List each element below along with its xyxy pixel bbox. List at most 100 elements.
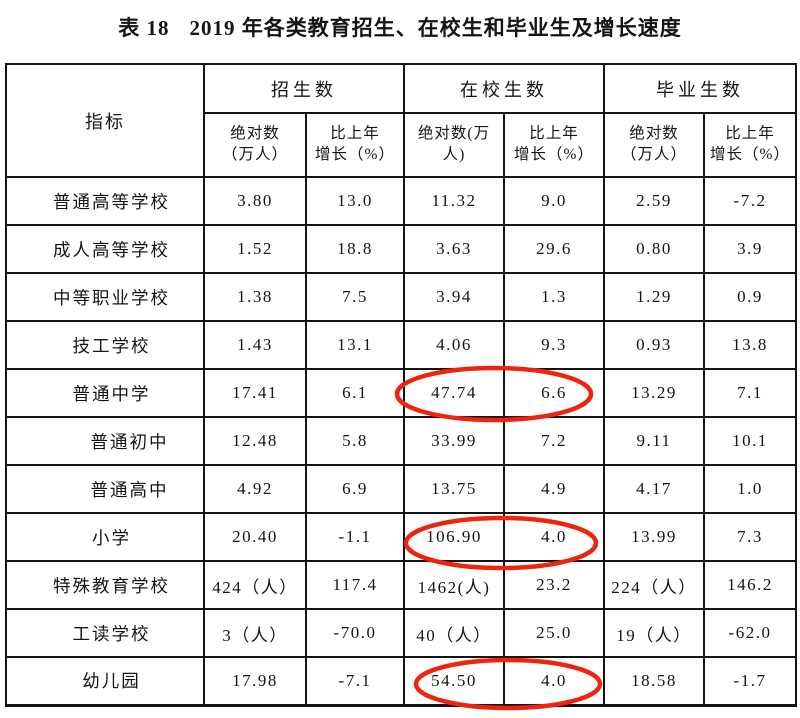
cell-value: 17.41 <box>203 368 307 418</box>
group-header-students: 在校生数 <box>403 63 605 114</box>
cell-value: 17.98 <box>203 656 307 706</box>
table-row: 技工学校 1.43 13.1 4.06 9.3 0.93 13.8 <box>5 320 797 370</box>
row-indicator: 成人高等学校 <box>5 224 205 274</box>
cell-value: 10.1 <box>703 416 797 466</box>
table-row: 工读学校 3（人） -70.0 40（人） 25.0 19（人） -62.0 <box>5 608 797 658</box>
table-row: 普通初中 12.48 5.8 33.99 7.2 9.11 10.1 <box>5 416 797 466</box>
cell-value: 4.17 <box>603 464 705 514</box>
cell-value: 13.29 <box>603 368 705 418</box>
cell-value: 1.43 <box>203 320 307 370</box>
cell-value: 7.2 <box>503 416 605 466</box>
table-row: 幼儿园 17.98 -7.1 54.50 4.0 18.58 -1.7 <box>5 656 797 706</box>
cell-value: 9.11 <box>603 416 705 466</box>
row-indicator: 特殊教育学校 <box>5 560 205 610</box>
table-row: 成人高等学校 1.52 18.8 3.63 29.6 0.80 3.9 <box>5 224 797 274</box>
table-body: 普通高等学校 3.80 13.0 11.32 9.0 2.59 -7.2 成人高… <box>5 176 797 706</box>
row-indicator: 普通中学 <box>5 368 205 418</box>
cell-value: 12.48 <box>203 416 307 466</box>
cell-value: 3.80 <box>203 176 307 226</box>
cell-value: 29.6 <box>503 224 605 274</box>
cell-value: 25.0 <box>503 608 605 658</box>
cell-value: 4.9 <box>503 464 605 514</box>
table-row: 中等职业学校 1.38 7.5 3.94 1.3 1.29 0.9 <box>5 272 797 322</box>
cell-value: 3.63 <box>403 224 505 274</box>
cell-value: 1.52 <box>203 224 307 274</box>
cell-value: 23.2 <box>503 560 605 610</box>
cell-value: 1.29 <box>603 272 705 322</box>
cell-value: -1.7 <box>703 656 797 706</box>
subheader-students-absolute: 绝对数(万 人) <box>403 112 505 178</box>
cell-value: 1.38 <box>203 272 307 322</box>
table-row: 普通中学 17.41 6.1 47.74 6.6 13.29 7.1 <box>5 368 797 418</box>
cell-value: 19（人） <box>603 608 705 658</box>
cell-value: 1462(人) <box>403 560 505 610</box>
row-indicator: 技工学校 <box>5 320 205 370</box>
cell-value: 3（人） <box>203 608 307 658</box>
row-indicator: 普通高中 <box>5 464 205 514</box>
cell-value: 2.59 <box>603 176 705 226</box>
table-row: 特殊教育学校 424（人） 117.4 1462(人) 23.2 224（人） … <box>5 560 797 610</box>
subheader-graduates-absolute: 绝对数 （万人） <box>603 112 705 178</box>
cell-value: 13.99 <box>603 512 705 562</box>
table-row: 普通高等学校 3.80 13.0 11.32 9.0 2.59 -7.2 <box>5 176 797 226</box>
table-number: 表 18 <box>118 16 170 40</box>
cell-value: 5.8 <box>305 416 405 466</box>
cell-value: 9.3 <box>503 320 605 370</box>
row-indicator: 小学 <box>5 512 205 562</box>
row-indicator: 普通初中 <box>5 416 205 466</box>
cell-value: 4.06 <box>403 320 505 370</box>
subheader-students-growth: 比上年 增长（%） <box>503 112 605 178</box>
subheader-graduates-growth: 比上年 增长（%） <box>703 112 797 178</box>
cell-value: 13.1 <box>305 320 405 370</box>
cell-value: 224（人） <box>603 560 705 610</box>
cell-value: 6.1 <box>305 368 405 418</box>
cell-value: 13.0 <box>305 176 405 226</box>
cell-value-circled: 4.0 <box>503 656 605 706</box>
education-stats-table: 指标 招生数 在校生数 毕业生数 绝对数 （万人） 比上年 增长（%） 绝对数(… <box>5 63 797 707</box>
cell-value: 1.3 <box>503 272 605 322</box>
row-indicator: 工读学校 <box>5 608 205 658</box>
cell-value: -70.0 <box>305 608 405 658</box>
cell-value-circled: 47.74 <box>403 368 505 418</box>
cell-value: 11.32 <box>403 176 505 226</box>
cell-value: 6.9 <box>305 464 405 514</box>
row-indicator: 普通高等学校 <box>5 176 205 226</box>
cell-value-circled: 4.0 <box>503 512 605 562</box>
cell-value: 117.4 <box>305 560 405 610</box>
cell-value: 3.9 <box>703 224 797 274</box>
cell-value: 0.80 <box>603 224 705 274</box>
table-row: 普通高中 4.92 6.9 13.75 4.9 4.17 1.0 <box>5 464 797 514</box>
cell-value: 7.1 <box>703 368 797 418</box>
cell-value: 4.92 <box>203 464 307 514</box>
cell-value: 146.2 <box>703 560 797 610</box>
cell-value: 0.9 <box>703 272 797 322</box>
group-header-enrollment: 招生数 <box>203 63 405 114</box>
cell-value: 424（人） <box>203 560 307 610</box>
cell-value: -62.0 <box>703 608 797 658</box>
row-indicator: 幼儿园 <box>5 656 205 706</box>
cell-value: 7.3 <box>703 512 797 562</box>
cell-value: -7.1 <box>305 656 405 706</box>
header-indicator: 指标 <box>5 63 205 178</box>
cell-value: 18.58 <box>603 656 705 706</box>
title-text: 2019 年各类教育招生、在校生和毕业生及增长速度 <box>189 16 682 40</box>
cell-value: 0.93 <box>603 320 705 370</box>
cell-value: 9.0 <box>503 176 605 226</box>
cell-value: 18.8 <box>305 224 405 274</box>
cell-value: 40（人） <box>403 608 505 658</box>
table-header: 指标 招生数 在校生数 毕业生数 绝对数 （万人） 比上年 增长（%） 绝对数(… <box>5 63 797 178</box>
group-header-graduates: 毕业生数 <box>603 63 797 114</box>
cell-value: 1.0 <box>703 464 797 514</box>
subheader-enrollment-growth: 比上年 增长（%） <box>305 112 405 178</box>
cell-value-circled: 106.90 <box>403 512 505 562</box>
cell-value-circled: 6.6 <box>503 368 605 418</box>
cell-value: 13.75 <box>403 464 505 514</box>
table-row: 小学 20.40 -1.1 106.90 4.0 13.99 7.3 <box>5 512 797 562</box>
cell-value-circled: 54.50 <box>403 656 505 706</box>
cell-value: 3.94 <box>403 272 505 322</box>
cell-value: -1.1 <box>305 512 405 562</box>
cell-value: 7.5 <box>305 272 405 322</box>
row-indicator: 中等职业学校 <box>5 272 205 322</box>
cell-value: 13.8 <box>703 320 797 370</box>
subheader-enrollment-absolute: 绝对数 （万人） <box>203 112 307 178</box>
